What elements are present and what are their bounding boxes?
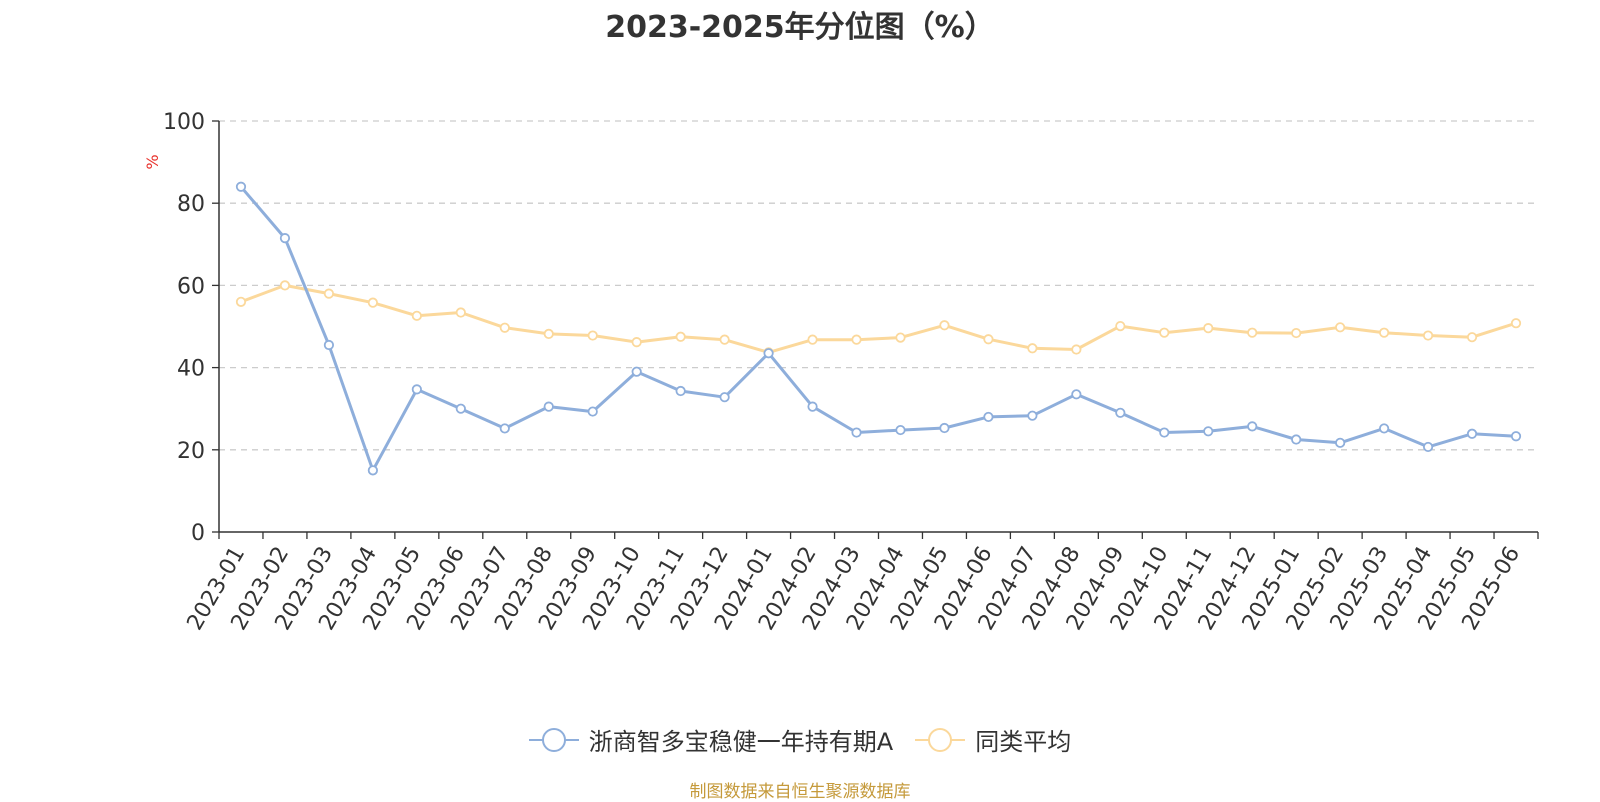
y-tick-label: 20 xyxy=(177,439,205,464)
data-point xyxy=(1071,344,1082,355)
data-point xyxy=(631,337,642,348)
data-point xyxy=(1027,343,1038,354)
data-point xyxy=(543,328,554,339)
data-point xyxy=(499,322,510,333)
y-tick-label: 100 xyxy=(163,110,205,135)
data-point xyxy=(895,424,906,436)
data-point xyxy=(1159,327,1170,338)
data-point xyxy=(719,392,730,403)
data-point xyxy=(543,401,554,412)
data-point xyxy=(939,422,950,434)
data-point xyxy=(1203,426,1214,437)
legend-item-peer-average[interactable]: 同类平均 xyxy=(915,722,1071,757)
data-point xyxy=(1379,327,1390,338)
data-point xyxy=(1510,318,1522,329)
y-tick-label: 60 xyxy=(177,274,205,299)
data-source-note: 制图数据来自恒生聚源数据库 xyxy=(689,782,911,802)
y-tick-label: 40 xyxy=(177,357,205,382)
data-point xyxy=(279,280,291,291)
data-point xyxy=(895,332,906,343)
data-point xyxy=(279,233,291,244)
data-point xyxy=(323,339,335,351)
data-point xyxy=(1115,320,1126,332)
legend-marker-icon xyxy=(915,727,966,753)
data-point xyxy=(455,307,466,318)
y-tick-label: 80 xyxy=(177,192,205,217)
data-point xyxy=(807,334,818,345)
series-line xyxy=(239,185,1517,472)
data-point xyxy=(499,423,510,434)
data-point xyxy=(1379,423,1390,434)
data-point xyxy=(1466,332,1478,343)
legend: 浙商智多宝稳健一年持有期A 同类平均 xyxy=(0,722,1600,757)
data-point xyxy=(983,334,994,345)
data-point xyxy=(1071,389,1082,400)
data-point xyxy=(1335,322,1346,333)
data-point xyxy=(1115,407,1126,418)
series-lines xyxy=(235,181,1522,476)
data-point xyxy=(851,334,862,345)
data-point xyxy=(675,331,686,342)
data-point xyxy=(763,348,774,359)
y-axis-unit-label: % xyxy=(143,154,162,169)
legend-label-peer-average: 同类平均 xyxy=(975,728,1072,756)
data-point xyxy=(587,330,598,341)
data-point xyxy=(631,366,642,377)
data-point xyxy=(411,384,422,395)
data-point xyxy=(1247,327,1258,338)
data-point xyxy=(323,288,335,299)
data-point xyxy=(1159,427,1170,438)
data-point xyxy=(939,320,950,331)
data-point xyxy=(675,385,686,397)
data-point xyxy=(1203,323,1214,334)
chart-title: 2023-2025年分位图（%） xyxy=(605,10,995,45)
y-tick-label: 0 xyxy=(191,521,205,546)
data-point xyxy=(719,334,730,345)
data-point xyxy=(411,310,422,321)
data-point xyxy=(1335,437,1346,448)
data-point xyxy=(1291,327,1302,339)
data-point xyxy=(1027,410,1038,421)
data-point xyxy=(1422,330,1434,341)
data-point xyxy=(455,403,466,414)
axes: 0204060801002023-012023-022023-032023-04… xyxy=(163,110,1539,635)
data-point xyxy=(983,411,994,423)
data-point xyxy=(587,406,598,417)
grid-lines xyxy=(219,120,1538,451)
legend-item-fund[interactable]: 浙商智多宝稳健一年持有期A xyxy=(528,722,894,757)
data-point xyxy=(1247,421,1258,432)
data-point xyxy=(1466,428,1478,439)
data-point xyxy=(367,297,378,308)
data-point xyxy=(235,296,247,307)
legend-label-fund: 浙商智多宝稳健一年持有期A xyxy=(588,728,894,756)
data-point xyxy=(1510,431,1522,442)
data-point xyxy=(235,181,247,192)
legend-marker-icon xyxy=(528,727,579,753)
data-point xyxy=(1422,441,1434,453)
data-point xyxy=(851,427,862,438)
data-point xyxy=(367,465,378,476)
series-line xyxy=(240,283,1517,354)
data-point xyxy=(807,401,818,412)
data-point xyxy=(1291,434,1302,445)
